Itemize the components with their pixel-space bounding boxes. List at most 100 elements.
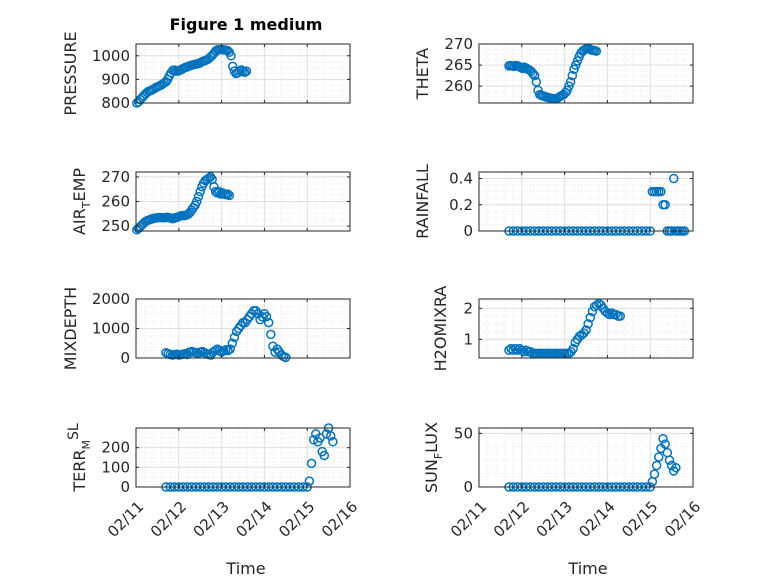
y-axis-label: TERRMSL [66, 423, 93, 493]
y-tick-label: 1000 [92, 320, 130, 338]
data-point [664, 455, 675, 465]
data-point [263, 317, 274, 328]
data-point [229, 332, 240, 343]
y-axis-label: MIXDEPTH [61, 287, 80, 370]
y-axis-label: PRESSURE [61, 31, 80, 115]
y-tick-label: 0 [463, 478, 473, 496]
data-point [567, 70, 578, 81]
y-tick-label: 1000 [92, 47, 130, 65]
plot-area [479, 428, 693, 487]
data-point [569, 64, 579, 75]
data-point [239, 67, 250, 78]
y-tick-label: 900 [101, 70, 130, 88]
y-tick-label: 0 [120, 349, 130, 367]
data-point [306, 458, 317, 469]
data-point [193, 191, 204, 202]
data-point [656, 186, 666, 197]
axes-frame [478, 43, 694, 104]
y-tick-label: 100 [101, 458, 130, 476]
data-point [192, 196, 202, 207]
data-point [234, 66, 245, 76]
data-point [654, 452, 664, 462]
data-point [658, 433, 668, 444]
data-point [325, 431, 336, 441]
subplot-3: 250 260 270 AIRTEMP [70, 168, 351, 235]
axes-frame [478, 171, 694, 232]
y-tick-label: 2000 [92, 290, 130, 308]
data-point [304, 476, 315, 486]
data-point [671, 462, 681, 473]
data-point [241, 66, 252, 76]
data-point [205, 172, 216, 182]
subplot-4: 0 0.2 0.4 RAINFALL [413, 164, 694, 240]
data-point [281, 352, 291, 363]
data-point [668, 173, 679, 184]
x-axis-label-right: Time [567, 559, 607, 578]
data-point [602, 308, 613, 318]
y-tick-label: 260 [101, 193, 130, 211]
data-point [210, 186, 221, 197]
y-tick-label: 0.4 [449, 170, 473, 188]
y-axis-label: AIRTEMP [70, 168, 93, 235]
y-tick-label: 270 [101, 168, 130, 186]
data-point [238, 66, 248, 76]
data-point [581, 325, 591, 335]
y-tick-label: 260 [444, 77, 473, 95]
x-axis-label-left: Time [225, 559, 265, 578]
y-axis-label: RAINFALL [413, 164, 432, 239]
y-tick-label: 1 [463, 330, 473, 348]
data-point [225, 344, 235, 354]
figure-title: Figure 1 medium [170, 15, 323, 34]
axes-frame [478, 427, 694, 488]
data-point [224, 190, 235, 201]
data-point [583, 319, 593, 329]
y-tick-label: 2 [463, 299, 473, 317]
data-point [649, 469, 660, 479]
data-point [587, 306, 598, 317]
data-point [564, 81, 574, 91]
axes-frame [478, 298, 694, 359]
y-tick-label: 265 [444, 56, 473, 74]
data-point [319, 450, 330, 461]
y-axis-label: THETA [413, 48, 432, 100]
y-tick-label: 270 [444, 35, 473, 53]
data-point [222, 189, 233, 199]
data-point [519, 347, 529, 357]
data-point [604, 309, 615, 320]
data-point [223, 345, 233, 356]
data-point [195, 186, 205, 197]
subplot-2: 260 265 270 THETA [413, 35, 694, 104]
axes-frame [135, 427, 351, 488]
data-point [660, 439, 670, 449]
data-point [261, 311, 272, 322]
data-point [572, 56, 583, 66]
y-axis-label: SUNFLUX [422, 422, 445, 493]
axes-frame [135, 43, 351, 104]
plot-area [479, 172, 693, 231]
data-point [562, 85, 572, 96]
data-point [568, 343, 578, 354]
data-point [510, 343, 521, 354]
y-tick-label: 800 [101, 94, 130, 112]
subplot-5: 0 1000 2000 MIXDEPTH [61, 287, 351, 370]
data-point [591, 46, 602, 56]
subplot-6: 1 2 H2OMIXRA [431, 286, 694, 372]
data-point [529, 70, 540, 81]
y-tick-label: 50 [454, 424, 473, 442]
data-point [651, 460, 662, 471]
data-point [328, 437, 338, 447]
data-point [570, 60, 581, 70]
y-tick-label: 0.2 [449, 196, 473, 214]
data-point [517, 63, 528, 74]
data-point [565, 77, 576, 87]
data-point [611, 309, 621, 320]
y-tick-label: 0 [120, 478, 130, 496]
y-axis-label: H2OMIXRA [431, 286, 450, 372]
data-point [226, 51, 236, 61]
data-point [615, 311, 625, 321]
data-point [528, 68, 538, 79]
data-point [585, 312, 596, 323]
